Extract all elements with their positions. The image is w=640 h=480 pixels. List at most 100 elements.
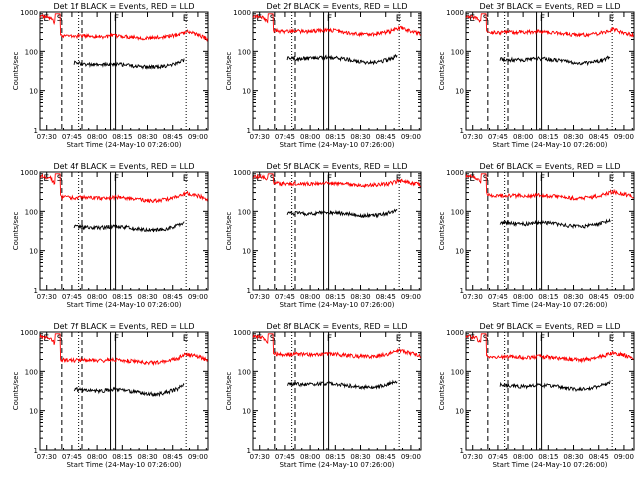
detector-panel-5: Det 5f BLACK = Events, RED = LLD 1 10 100 10… bbox=[225, 162, 422, 309]
x-tick-label: 07:45 bbox=[275, 453, 295, 461]
marker-label: E bbox=[183, 174, 189, 184]
y-tick-label: 1 bbox=[34, 127, 38, 135]
panel-title: Det 9f BLACK = Events, RED = LLD bbox=[479, 322, 620, 331]
panel-title: Det 4f BLACK = Events, RED = LLD bbox=[53, 162, 194, 171]
x-tick-label: 09:00 bbox=[614, 453, 634, 461]
x-axis-label: Start Time (24-May-10 07:26:00) bbox=[279, 301, 394, 309]
x-tick-label: 08:30 bbox=[350, 293, 370, 301]
x-tick-label: 07:30 bbox=[463, 293, 483, 301]
x-tick-label: 09:00 bbox=[401, 293, 421, 301]
x-tick-label: 08:00 bbox=[513, 453, 533, 461]
panel-title: Det 6f BLACK = Events, RED = LLD bbox=[479, 162, 620, 171]
lld-series-line bbox=[253, 173, 421, 189]
x-axis-label: Start Time (24-May-10 07:26:00) bbox=[66, 461, 181, 469]
detector-panel-8: Det 8f BLACK = Events, RED = LLD 1 10 100 10… bbox=[225, 322, 422, 469]
x-tick-label: 08:45 bbox=[589, 453, 609, 461]
x-tick-label: 08:00 bbox=[300, 133, 320, 141]
marker-label: E bbox=[43, 14, 49, 24]
x-axis-label: Start Time (24-May-10 07:26:00) bbox=[66, 141, 181, 149]
y-tick-label: 1 bbox=[34, 287, 38, 295]
plot-frame bbox=[465, 171, 635, 291]
x-axis-label: Start Time (24-May-10 07:26:00) bbox=[279, 141, 394, 149]
y-axis-label: Counts/sec bbox=[225, 52, 233, 91]
marker-label: F bbox=[327, 334, 332, 344]
marker-label: F bbox=[114, 174, 119, 184]
x-tick-label: 08:30 bbox=[350, 133, 370, 141]
lld-series-line bbox=[39, 173, 209, 204]
panel-title: Det 3f BLACK = Events, RED = LLD bbox=[479, 2, 620, 11]
x-tick-label: 07:45 bbox=[488, 133, 508, 141]
y-tick-label: 10 bbox=[29, 88, 38, 96]
detector-panel-6: Det 6f BLACK = Events, RED = LLD 1 10 100 10… bbox=[438, 162, 635, 309]
y-tick-label: 10 bbox=[455, 248, 464, 256]
x-tick-label: 08:15 bbox=[112, 293, 132, 301]
x-tick-label: 08:45 bbox=[376, 453, 396, 461]
y-tick-label: 100 bbox=[451, 48, 464, 56]
y-tick-label: 100 bbox=[25, 368, 38, 376]
x-tick-label: 08:15 bbox=[112, 453, 132, 461]
x-tick-label: 08:00 bbox=[300, 453, 320, 461]
x-tick-label: 08:45 bbox=[589, 133, 609, 141]
y-tick-label: 1000 bbox=[446, 329, 464, 337]
events-series-line bbox=[73, 221, 185, 233]
plot-frame bbox=[252, 171, 422, 291]
marker-label: E bbox=[256, 14, 262, 24]
x-tick-label: 08:15 bbox=[538, 453, 558, 461]
detector-panel-9: Det 9f BLACK = Events, RED = LLD 1 10 100 10… bbox=[438, 322, 635, 469]
marker-label: F bbox=[327, 174, 332, 184]
marker-label: E bbox=[469, 174, 475, 184]
marker-label: E bbox=[609, 334, 615, 344]
detector-panel-3: Det 3f BLACK = Events, RED = LLD 1 10 100 10… bbox=[438, 2, 635, 149]
x-tick-label: 08:00 bbox=[87, 133, 107, 141]
marker-label: S bbox=[270, 174, 276, 184]
x-tick-label: 08:30 bbox=[137, 453, 157, 461]
x-tick-label: 07:30 bbox=[250, 453, 270, 461]
y-tick-label: 1 bbox=[460, 127, 464, 135]
lld-series-line bbox=[252, 333, 422, 360]
y-tick-label: 100 bbox=[451, 208, 464, 216]
x-tick-label: 08:45 bbox=[589, 293, 609, 301]
y-tick-label: 1 bbox=[460, 287, 464, 295]
x-axis-label: Start Time (24-May-10 07:26:00) bbox=[492, 141, 607, 149]
x-tick-label: 08:30 bbox=[563, 133, 583, 141]
x-tick-label: 08:15 bbox=[538, 293, 558, 301]
x-tick-label: 07:30 bbox=[463, 453, 483, 461]
y-tick-label: 1000 bbox=[20, 9, 38, 17]
detector-panel-1: Det 1f BLACK = Events, RED = LLD 1 10 100 10… bbox=[12, 2, 209, 149]
y-tick-label: 10 bbox=[242, 88, 251, 96]
marker-label: E bbox=[609, 174, 615, 184]
y-tick-label: 1000 bbox=[233, 329, 251, 337]
y-tick-label: 1000 bbox=[233, 169, 251, 177]
y-tick-label: 1000 bbox=[20, 329, 38, 337]
x-tick-label: 08:30 bbox=[137, 293, 157, 301]
events-series-line bbox=[286, 208, 398, 219]
detector-panel-7: Det 7f BLACK = Events, RED = LLD 1 10 100 10… bbox=[12, 322, 209, 469]
y-tick-label: 10 bbox=[29, 408, 38, 416]
y-axis-label: Counts/sec bbox=[12, 212, 20, 251]
y-axis-label: Counts/sec bbox=[438, 52, 446, 91]
marker-label: E bbox=[396, 334, 402, 344]
detector-panel-2: Det 2f BLACK = Events, RED = LLD 1 10 100 10… bbox=[225, 2, 422, 149]
y-axis-label: Counts/sec bbox=[438, 372, 446, 411]
x-tick-label: 07:30 bbox=[250, 133, 270, 141]
panel-title: Det 5f BLACK = Events, RED = LLD bbox=[266, 162, 407, 171]
x-tick-label: 07:45 bbox=[488, 293, 508, 301]
marker-label: E bbox=[609, 14, 615, 24]
y-tick-label: 10 bbox=[242, 248, 251, 256]
y-tick-label: 100 bbox=[451, 368, 464, 376]
y-axis-label: Counts/sec bbox=[438, 212, 446, 251]
lld-series-line bbox=[465, 173, 634, 201]
lld-series-line bbox=[39, 333, 209, 367]
x-tick-label: 08:45 bbox=[163, 133, 183, 141]
x-tick-label: 08:15 bbox=[538, 133, 558, 141]
marker-label: E bbox=[469, 14, 475, 24]
x-tick-label: 08:30 bbox=[137, 133, 157, 141]
x-tick-label: 08:00 bbox=[87, 293, 107, 301]
x-tick-label: 08:45 bbox=[163, 293, 183, 301]
events-series-line bbox=[286, 53, 398, 66]
marker-label: E bbox=[43, 334, 49, 344]
x-tick-label: 08:30 bbox=[563, 293, 583, 301]
y-tick-label: 1 bbox=[247, 127, 251, 135]
events-series-line bbox=[499, 55, 611, 67]
plot-frame bbox=[252, 11, 422, 131]
